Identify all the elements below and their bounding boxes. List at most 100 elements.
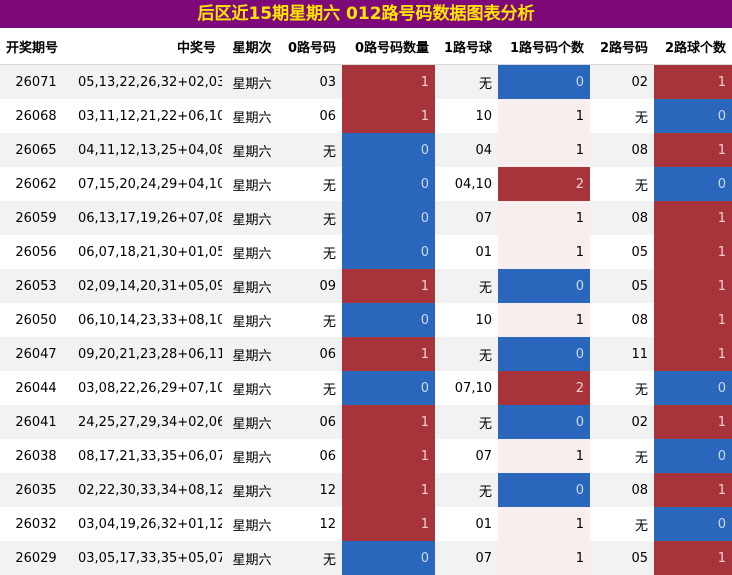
numbers-cell: 08,17,21,33,35+06,07 <box>72 439 222 473</box>
route2-count-cell: 1 <box>654 473 732 507</box>
route1-number-cell: 无 <box>435 405 498 439</box>
route2-count-cell: 1 <box>654 235 732 269</box>
issue-cell: 26059 <box>0 201 72 235</box>
route0-count-cell: 0 <box>342 303 435 337</box>
numbers-cell: 06,13,17,19,26+07,08 <box>72 201 222 235</box>
route0-number-cell: 12 <box>282 473 342 507</box>
route0-number-cell: 无 <box>282 371 342 405</box>
table-row: 26029 03,05,17,33,35+05,07 星期六无 0 07 1 05 1 <box>0 541 732 575</box>
issue-cell: 26053 <box>0 269 72 303</box>
header-route1-number: 1路号球 <box>435 28 498 65</box>
route2-number-cell: 08 <box>590 133 654 167</box>
route0-number-cell: 无 <box>282 201 342 235</box>
route2-number-cell: 05 <box>590 269 654 303</box>
route2-number-cell: 08 <box>590 473 654 507</box>
route2-count-cell: 1 <box>654 64 732 99</box>
route1-number-cell: 01 <box>435 235 498 269</box>
route2-count-cell: 0 <box>654 507 732 541</box>
table-row: 26065 04,11,12,13,25+04,08 星期六无 0 04 1 08 1 <box>0 133 732 167</box>
numbers-cell: 09,20,21,23,28+06,11 <box>72 337 222 371</box>
weekday-cell: 星期六 <box>222 303 282 337</box>
route0-number-cell: 06 <box>282 337 342 371</box>
issue-cell: 26047 <box>0 337 72 371</box>
table-row: 26041 24,25,27,29,34+02,06 星期六 06 1 无 0 02 1 <box>0 405 732 439</box>
table-row: 26053 02,09,14,20,31+05,09 星期六 09 1 无 0 05 1 <box>0 269 732 303</box>
route2-count-cell: 1 <box>654 133 732 167</box>
route0-number-cell: 无 <box>282 303 342 337</box>
route2-number-cell: 无 <box>590 99 654 133</box>
route1-number-cell: 07,10 <box>435 371 498 405</box>
weekday-cell: 星期六 <box>222 201 282 235</box>
route0-count-cell: 1 <box>342 405 435 439</box>
weekday-cell: 星期六 <box>222 473 282 507</box>
route1-number-cell: 04,10 <box>435 167 498 201</box>
weekday-cell: 星期六 <box>222 507 282 541</box>
route0-count-cell: 1 <box>342 99 435 133</box>
route0-count-cell: 1 <box>342 64 435 99</box>
route1-count-cell: 0 <box>498 405 590 439</box>
issue-cell: 26044 <box>0 371 72 405</box>
route2-count-cell: 1 <box>654 303 732 337</box>
route1-number-cell: 04 <box>435 133 498 167</box>
route2-count-cell: 0 <box>654 167 732 201</box>
weekday-cell: 星期六 <box>222 337 282 371</box>
route2-number-cell: 08 <box>590 201 654 235</box>
numbers-cell: 03,11,12,21,22+06,10 <box>72 99 222 133</box>
route2-number-cell: 02 <box>590 405 654 439</box>
route0-count-cell: 0 <box>342 235 435 269</box>
weekday-cell: 星期六 <box>222 541 282 575</box>
route2-count-cell: 1 <box>654 405 732 439</box>
route0-count-cell: 0 <box>342 133 435 167</box>
issue-cell: 26038 <box>0 439 72 473</box>
weekday-cell: 星期六 <box>222 439 282 473</box>
route1-count-cell: 0 <box>498 64 590 99</box>
table-row: 26047 09,20,21,23,28+06,11 星期六 06 1 无 0 11 1 <box>0 337 732 371</box>
route1-count-cell: 1 <box>498 303 590 337</box>
route0-count-cell: 0 <box>342 371 435 405</box>
weekday-cell: 星期六 <box>222 99 282 133</box>
route2-count-cell: 0 <box>654 439 732 473</box>
numbers-cell: 07,15,20,24,29+04,10 <box>72 167 222 201</box>
route1-count-cell: 1 <box>498 201 590 235</box>
issue-cell: 26065 <box>0 133 72 167</box>
issue-cell: 26071 <box>0 64 72 99</box>
route0-number-cell: 无 <box>282 235 342 269</box>
numbers-cell: 03,08,22,26,29+07,10 <box>72 371 222 405</box>
header-issue: 开奖期号 <box>0 28 72 65</box>
table-row: 26035 02,22,30,33,34+08,12 星期六 12 1 无 0 08 1 <box>0 473 732 507</box>
route2-number-cell: 11 <box>590 337 654 371</box>
route2-number-cell: 05 <box>590 235 654 269</box>
route0-count-cell: 1 <box>342 507 435 541</box>
numbers-cell: 06,07,18,21,30+01,05 <box>72 235 222 269</box>
issue-cell: 26062 <box>0 167 72 201</box>
route0-number-cell: 03 <box>282 64 342 99</box>
route0-count-cell: 1 <box>342 439 435 473</box>
header-route2-number: 2路号码 <box>590 28 654 65</box>
route2-number-cell: 02 <box>590 64 654 99</box>
route1-number-cell: 07 <box>435 201 498 235</box>
numbers-cell: 02,22,30,33,34+08,12 <box>72 473 222 507</box>
route0-number-cell: 12 <box>282 507 342 541</box>
issue-cell: 26032 <box>0 507 72 541</box>
issue-cell: 26029 <box>0 541 72 575</box>
route0-number-cell: 无 <box>282 133 342 167</box>
route0-count-cell: 1 <box>342 269 435 303</box>
route0-number-cell: 无 <box>282 167 342 201</box>
weekday-cell: 星期六 <box>222 167 282 201</box>
table-row: 26050 06,10,14,23,33+08,10 星期六无 0 10 1 08 1 <box>0 303 732 337</box>
route0-count-cell: 1 <box>342 337 435 371</box>
route1-count-cell: 1 <box>498 235 590 269</box>
numbers-cell: 04,11,12,13,25+04,08 <box>72 133 222 167</box>
numbers-cell: 03,04,19,26,32+01,12 <box>72 507 222 541</box>
route2-count-cell: 1 <box>654 541 732 575</box>
route0-number-cell: 无 <box>282 541 342 575</box>
table-row: 26071 05,13,22,26,32+02,03 星期六 03 1 无 0 02 1 <box>0 64 732 99</box>
table-row: 26059 06,13,17,19,26+07,08 星期六无 0 07 1 08 1 <box>0 201 732 235</box>
header-weekday: 星期次 <box>222 28 282 65</box>
table-row: 26032 03,04,19,26,32+01,12 星期六 12 1 01 1 无 0 <box>0 507 732 541</box>
route2-count-cell: 1 <box>654 337 732 371</box>
numbers-cell: 02,09,14,20,31+05,09 <box>72 269 222 303</box>
route2-number-cell: 无 <box>590 371 654 405</box>
route1-number-cell: 无 <box>435 269 498 303</box>
route1-number-cell: 10 <box>435 99 498 133</box>
